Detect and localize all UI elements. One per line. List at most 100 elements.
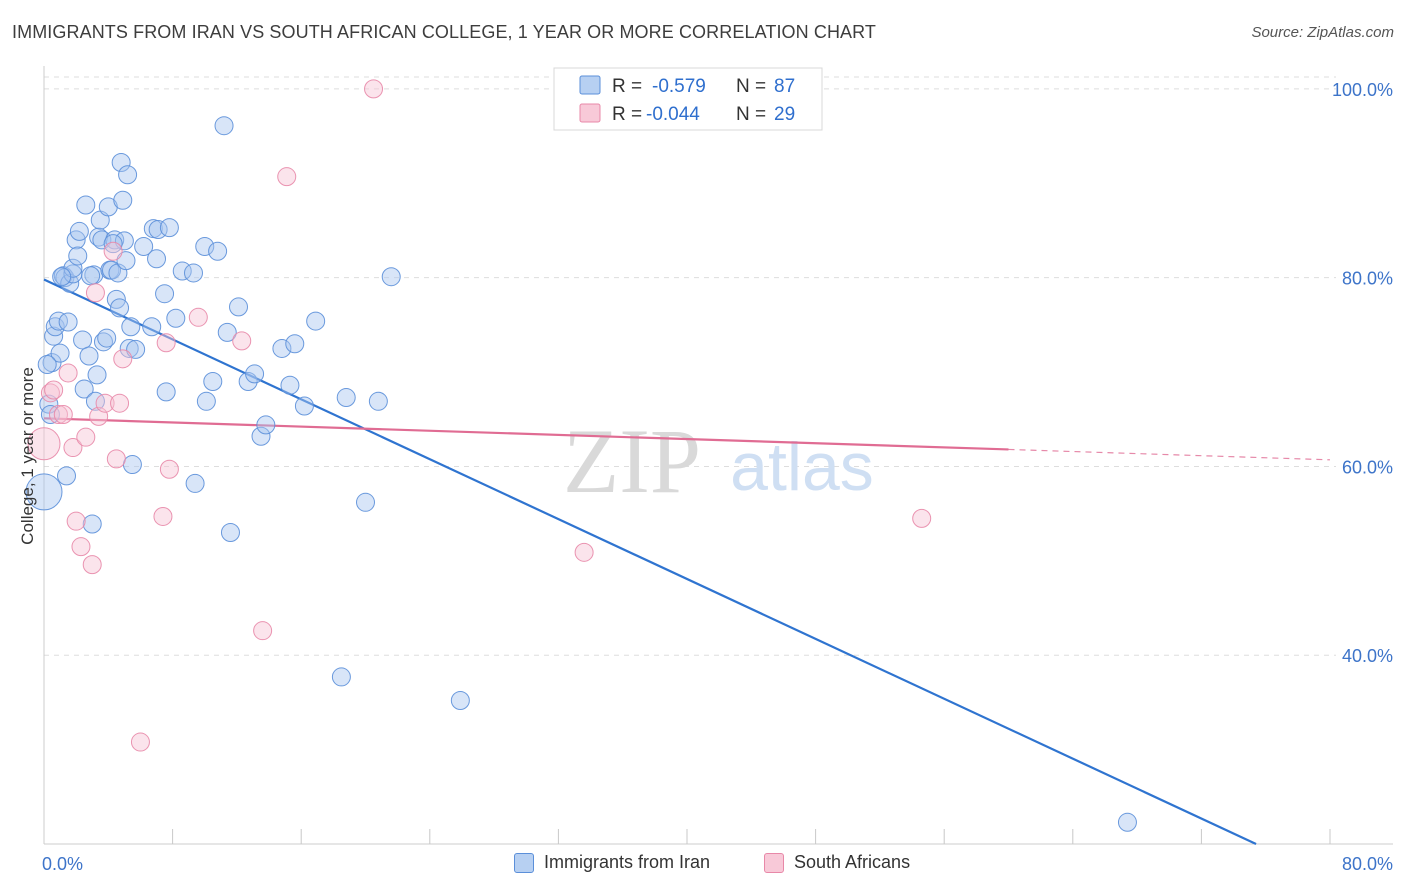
point-south-african bbox=[76, 427, 96, 447]
trend-line-south-africans bbox=[43, 417, 1009, 451]
point-iran bbox=[147, 249, 167, 269]
watermark-zip: ZIP bbox=[563, 410, 701, 512]
point-south-african bbox=[103, 241, 123, 261]
point-south-african bbox=[85, 283, 105, 303]
y-tick-label: 80.0% bbox=[1342, 269, 1393, 289]
watermark: ZIP atlas bbox=[563, 410, 874, 512]
trend-line-iran bbox=[43, 278, 1257, 845]
point-iran bbox=[285, 334, 305, 354]
point-iran bbox=[76, 195, 96, 215]
legend-item-south-africans: South Africans bbox=[764, 852, 910, 873]
point-south-african bbox=[95, 393, 115, 413]
point-south-african bbox=[188, 307, 208, 327]
point-south-african bbox=[71, 537, 91, 557]
point-iran bbox=[44, 326, 64, 346]
stats-r-label: R = bbox=[612, 76, 642, 97]
point-iran bbox=[74, 379, 94, 399]
stats-n-value: 29 bbox=[774, 104, 795, 125]
point-iran bbox=[73, 330, 93, 350]
point-south-african bbox=[130, 732, 150, 752]
point-iran bbox=[356, 492, 375, 512]
y-tick-label: 40.0% bbox=[1342, 646, 1393, 666]
stats-n-label: N = bbox=[736, 104, 766, 125]
point-iran bbox=[238, 371, 258, 391]
point-iran bbox=[156, 382, 176, 402]
axes bbox=[43, 66, 1393, 845]
point-iran bbox=[280, 375, 300, 395]
point-south-african bbox=[110, 393, 130, 413]
point-iran bbox=[203, 371, 223, 391]
point-iran bbox=[110, 298, 130, 318]
point-iran bbox=[37, 354, 57, 374]
point-iran bbox=[57, 466, 77, 486]
point-iran bbox=[85, 391, 105, 411]
stats-r-value: -0.579 bbox=[652, 76, 706, 97]
point-iran bbox=[122, 455, 142, 475]
point-iran bbox=[251, 426, 271, 446]
point-iran bbox=[155, 284, 175, 304]
legend-swatch-blue bbox=[514, 852, 534, 873]
trend-lines bbox=[43, 278, 1331, 845]
legend-item-iran: Immigrants from Iran bbox=[514, 852, 710, 873]
point-south-african bbox=[277, 167, 297, 187]
point-iran bbox=[45, 317, 65, 337]
point-iran bbox=[97, 328, 117, 348]
stats-swatch-blue bbox=[579, 75, 601, 95]
point-iran bbox=[50, 343, 70, 363]
point-iran bbox=[166, 308, 186, 328]
point-south-african bbox=[40, 383, 60, 403]
chart-title: IMMIGRANTS FROM IRAN VS SOUTH AFRICAN CO… bbox=[12, 22, 877, 42]
point-iran bbox=[103, 234, 123, 254]
point-iran bbox=[306, 311, 326, 331]
point-iran bbox=[118, 165, 138, 185]
y-tick-label: 100.0% bbox=[1332, 80, 1393, 100]
point-iran bbox=[183, 263, 203, 283]
data-points bbox=[25, 79, 1137, 832]
point-iran bbox=[214, 116, 234, 136]
legend-label-iran: Immigrants from Iran bbox=[544, 852, 711, 872]
point-iran bbox=[368, 391, 388, 411]
point-south-african bbox=[364, 79, 384, 99]
point-iran bbox=[229, 297, 249, 317]
point-iran bbox=[450, 691, 470, 711]
point-iran bbox=[134, 237, 154, 257]
point-iran bbox=[52, 267, 72, 287]
y-axis-label: College, 1 year or more bbox=[18, 367, 37, 545]
y-tick-label: 60.0% bbox=[1342, 457, 1393, 477]
legend-label-south-africans: South Africans bbox=[794, 852, 911, 872]
point-iran bbox=[121, 317, 141, 337]
point-south-african bbox=[53, 405, 73, 425]
grid-lines bbox=[44, 76, 1336, 656]
bottom-legend: Immigrants from Iran South Africans bbox=[0, 852, 1406, 878]
point-iran bbox=[116, 251, 136, 271]
point-iran bbox=[336, 388, 356, 408]
point-south-african bbox=[63, 438, 83, 458]
point-iran bbox=[113, 190, 133, 210]
point-iran bbox=[272, 338, 292, 358]
point-iran bbox=[381, 267, 401, 287]
point-iran bbox=[111, 153, 131, 173]
x-tick-label: 80.0% bbox=[1342, 854, 1393, 874]
point-south-african bbox=[912, 508, 932, 528]
x-tick-label: 0.0% bbox=[42, 854, 83, 874]
tick-labels: 40.0% 60.0% 80.0% 100.0% 0.0% 80.0% bbox=[42, 80, 1393, 874]
point-iran bbox=[81, 266, 101, 286]
point-south-african bbox=[253, 621, 273, 641]
point-iran bbox=[208, 241, 228, 261]
point-iran bbox=[217, 322, 237, 342]
stats-swatch-pink bbox=[579, 103, 601, 123]
point-iran bbox=[195, 237, 215, 257]
point-south-african bbox=[153, 506, 173, 526]
point-south-african bbox=[574, 542, 594, 562]
point-iran bbox=[25, 473, 63, 511]
point-iran bbox=[142, 317, 162, 337]
stats-r-value: -0.044 bbox=[646, 104, 700, 125]
point-south-african bbox=[156, 333, 176, 353]
point-south-african bbox=[106, 449, 126, 469]
point-south-african bbox=[232, 331, 252, 351]
point-south-african bbox=[44, 380, 64, 400]
point-south-african bbox=[66, 511, 86, 531]
point-iran bbox=[245, 364, 265, 384]
legend-swatch-pink bbox=[764, 852, 784, 873]
